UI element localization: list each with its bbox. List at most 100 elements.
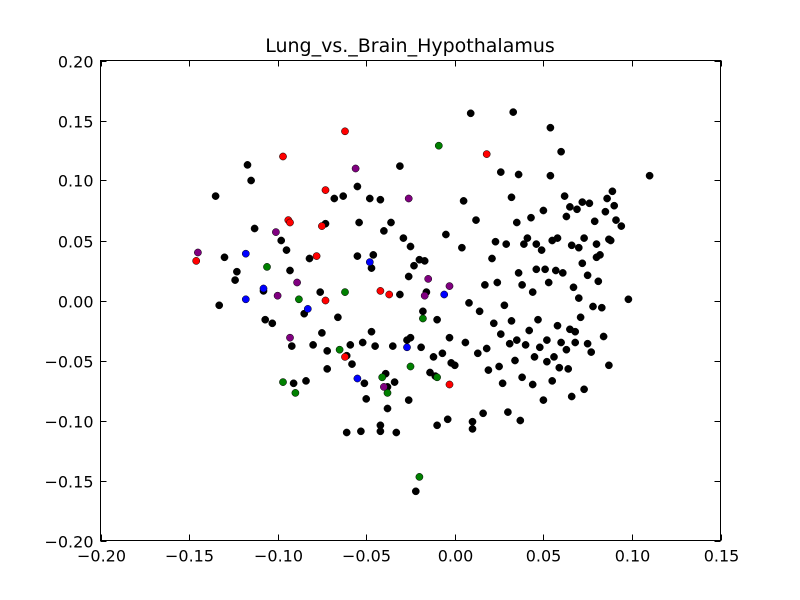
data-point (562, 345, 571, 354)
data-point (419, 314, 427, 323)
x-tick-label: −0.15 (165, 547, 214, 566)
data-point (512, 218, 521, 227)
data-point (365, 194, 374, 203)
data-point (543, 357, 551, 366)
data-point (507, 193, 516, 202)
data-point (417, 343, 425, 352)
data-point (546, 123, 555, 132)
data-point (241, 295, 250, 304)
data-point (309, 341, 317, 349)
data-point (468, 417, 477, 426)
data-point (544, 278, 553, 287)
data-point (482, 344, 491, 353)
data-point (553, 321, 562, 330)
data-point (376, 427, 385, 436)
y-tick-label: −0.05 (44, 353, 93, 372)
data-point (527, 213, 535, 222)
data-point (507, 317, 516, 325)
data-point (523, 234, 532, 242)
data-point (537, 246, 546, 254)
data-point (420, 291, 429, 300)
data-point (259, 284, 268, 293)
data-point (243, 161, 252, 169)
data-point (530, 353, 539, 361)
data-point (433, 421, 441, 430)
data-point (321, 186, 330, 194)
data-point (560, 192, 569, 200)
data-point (541, 265, 549, 274)
data-point (466, 109, 475, 118)
data-point (404, 194, 413, 203)
data-point (502, 240, 511, 248)
data-point (334, 313, 342, 322)
data-point (383, 389, 392, 397)
data-point (489, 319, 498, 328)
data-point (263, 263, 271, 271)
x-tick-label: −0.05 (342, 547, 391, 566)
y-tick-label: 0.05 (58, 233, 94, 252)
data-point (286, 266, 294, 275)
data-point (461, 338, 470, 347)
data-point (445, 333, 454, 342)
data-point (518, 281, 526, 289)
data-point (516, 416, 525, 425)
data-point (475, 307, 484, 316)
data-point (268, 319, 277, 328)
data-point (287, 342, 296, 350)
data-point (539, 396, 548, 404)
data-point (583, 271, 592, 280)
data-point (539, 206, 548, 215)
data-point (553, 234, 562, 242)
data-point (458, 243, 466, 252)
data-point (578, 259, 587, 268)
data-point (514, 269, 523, 277)
data-point (535, 343, 544, 352)
data-point (443, 415, 452, 424)
data-point (286, 333, 294, 342)
data-point (520, 240, 528, 248)
data-point (491, 237, 500, 246)
data-point (342, 428, 351, 437)
data-point (396, 290, 404, 299)
data-point (645, 171, 654, 180)
data-point (612, 216, 620, 224)
x-tick-label: 0.10 (615, 547, 651, 566)
data-point (404, 272, 413, 281)
data-point (424, 275, 433, 283)
data-point (194, 248, 202, 257)
data-point (574, 243, 583, 252)
data-point (445, 282, 454, 290)
data-point (247, 176, 255, 185)
data-point (610, 201, 619, 210)
data-point (509, 108, 518, 116)
data-point (358, 338, 367, 347)
y-tick-label: −0.20 (44, 533, 93, 552)
data-point (286, 218, 294, 227)
data-point (433, 373, 441, 382)
data-point (396, 162, 404, 170)
data-points (192, 108, 654, 496)
data-point (605, 361, 613, 370)
data-point (385, 290, 394, 299)
data-point (282, 246, 291, 254)
data-point (569, 283, 578, 292)
data-point (493, 278, 502, 287)
data-point (481, 281, 489, 289)
data-point (555, 363, 564, 372)
y-tick-label: −0.10 (44, 413, 93, 432)
data-point (362, 395, 371, 403)
data-point (250, 224, 259, 233)
data-point (410, 261, 418, 270)
data-point (312, 252, 321, 260)
data-point (220, 253, 229, 262)
data-point (585, 199, 594, 208)
data-point (353, 252, 362, 260)
data-point (440, 290, 449, 299)
x-tick-label: 0.00 (438, 547, 474, 566)
y-tick-label: −0.15 (44, 473, 93, 492)
data-point (445, 380, 454, 389)
data-point (557, 147, 565, 156)
data-point (472, 216, 480, 224)
data-point (587, 348, 596, 356)
data-point (305, 254, 314, 263)
